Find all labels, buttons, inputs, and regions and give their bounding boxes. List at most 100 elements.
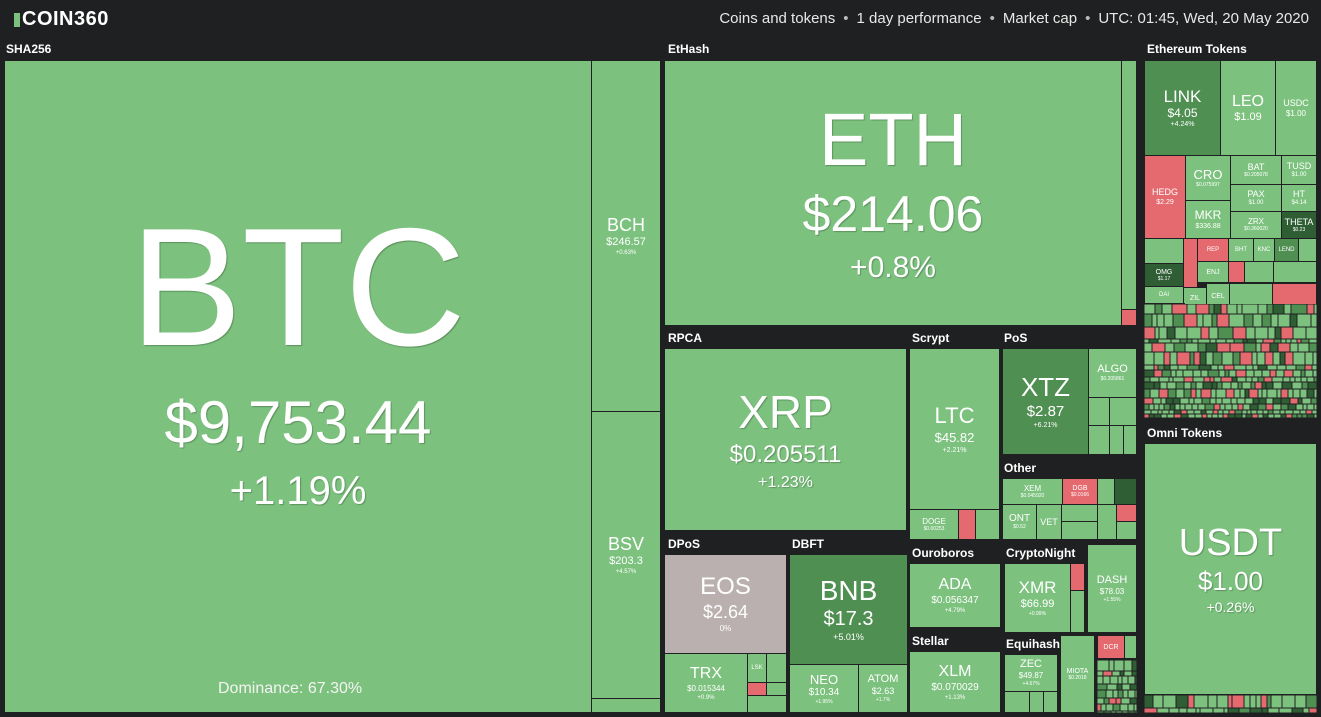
small-coin-tile[interactable] — [1242, 304, 1258, 314]
small-coin-tile[interactable] — [1181, 414, 1188, 418]
small-coin-tile[interactable] — [1307, 377, 1314, 382]
small-coin-tile[interactable] — [1298, 398, 1302, 404]
small-coin-tile[interactable] — [1217, 382, 1222, 389]
small-coin-tile[interactable] — [1121, 698, 1130, 704]
small-coin-tile[interactable] — [1192, 339, 1198, 343]
tile-hedg[interactable]: HEDG $2.29 — [1144, 155, 1186, 239]
small-coin-tile[interactable] — [1113, 704, 1120, 711]
small-coin-tile[interactable] — [1314, 389, 1317, 398]
small-coin-tile[interactable] — [1185, 404, 1192, 410]
tile-zrx[interactable]: ZRX $0.360020 — [1230, 211, 1282, 239]
small-coin-tile[interactable] — [1300, 389, 1307, 398]
small-coin-tile[interactable] — [1307, 414, 1314, 418]
small-coin-tile[interactable] — [1234, 365, 1246, 370]
tile-mkr[interactable]: MKR $336.88 — [1185, 200, 1231, 239]
small-coin-tile[interactable] — [1286, 365, 1296, 370]
small-coin-tile[interactable] — [1295, 695, 1306, 708]
small-coin-tile[interactable] — [1217, 695, 1228, 708]
small-coin-tile[interactable] — [1144, 382, 1154, 389]
tile-snx[interactable] — [1144, 238, 1184, 264]
small-coin-tile[interactable] — [1212, 382, 1217, 389]
small-coin-tile[interactable] — [1184, 377, 1193, 382]
tile-small-token[interactable] — [1273, 261, 1317, 283]
small-coin-tile[interactable] — [1226, 389, 1234, 398]
small-coin-tile[interactable] — [1198, 404, 1205, 410]
small-coin-tile[interactable] — [1277, 365, 1286, 370]
small-coin-tile[interactable] — [1205, 404, 1214, 410]
small-coin-tile[interactable] — [1191, 382, 1196, 389]
small-coin-tile[interactable] — [1188, 695, 1194, 708]
small-coin-tile[interactable] — [1279, 708, 1292, 713]
small-coin-tile[interactable] — [1159, 389, 1168, 398]
small-coin-tile[interactable] — [1187, 410, 1194, 414]
small-coin-tile[interactable] — [1257, 352, 1265, 365]
small-coin-tile[interactable] — [1240, 389, 1245, 398]
small-coin-tile[interactable] — [1290, 343, 1298, 352]
small-coin-tile[interactable] — [1281, 404, 1288, 410]
small-coin-tile[interactable] — [1272, 377, 1283, 382]
tile-small-dpos[interactable] — [766, 682, 787, 696]
small-coin-tile[interactable] — [1163, 695, 1176, 708]
small-coin-tile[interactable] — [1266, 398, 1273, 404]
small-coin-tile[interactable] — [1247, 410, 1251, 414]
small-coin-tile[interactable] — [1214, 377, 1221, 382]
small-coin-tile[interactable] — [1170, 365, 1178, 370]
small-coin-tile[interactable] — [1154, 352, 1164, 365]
tile-trx[interactable]: TRX $0.015344 +0.9% — [664, 653, 748, 713]
small-coin-tile[interactable] — [1280, 352, 1285, 365]
tile-link[interactable]: LINK $4.05 +4.24% — [1144, 60, 1221, 156]
small-coin-tile[interactable] — [1282, 382, 1292, 389]
small-coin-tile[interactable] — [1200, 352, 1206, 365]
small-coin-tile[interactable] — [1110, 676, 1118, 684]
small-coin-tile[interactable] — [1252, 352, 1257, 365]
tile-dcr[interactable]: DCR — [1097, 635, 1125, 659]
small-coin-tile[interactable] — [1203, 314, 1212, 327]
small-coin-tile[interactable] — [1191, 389, 1196, 398]
small-coin-tile[interactable] — [1106, 704, 1113, 711]
small-coin-tile[interactable] — [1210, 377, 1214, 382]
small-coin-tile[interactable] — [1144, 389, 1150, 398]
small-coin-tile[interactable] — [1262, 370, 1270, 377]
small-coin-tile[interactable] — [1258, 389, 1262, 398]
small-coin-tile[interactable] — [1201, 389, 1211, 398]
small-coin-tile[interactable] — [1160, 382, 1167, 389]
small-coin-tile[interactable] — [1233, 327, 1246, 339]
small-coin-tile[interactable] — [1261, 695, 1267, 708]
small-coin-tile[interactable] — [1097, 671, 1103, 676]
small-coin-tile[interactable] — [1167, 414, 1174, 418]
small-coin-tile[interactable] — [1236, 370, 1246, 377]
small-coin-tile[interactable] — [1208, 370, 1219, 377]
small-coin-tile[interactable] — [1120, 704, 1128, 711]
tile-usdt[interactable]: USDT $1.00 +0.26% — [1144, 443, 1317, 695]
small-coin-tile[interactable] — [1251, 382, 1255, 389]
tile-miota[interactable]: MIOTA $0.2018 — [1060, 635, 1095, 713]
small-coin-tile[interactable] — [1250, 404, 1258, 410]
small-coin-tile[interactable] — [1154, 404, 1159, 410]
small-coin-tile[interactable] — [1264, 377, 1272, 382]
small-coin-tile[interactable] — [1128, 711, 1135, 713]
tile-small-token[interactable] — [1244, 261, 1274, 283]
small-coin-tile[interactable] — [1158, 339, 1171, 343]
small-coin-tile[interactable] — [1290, 314, 1297, 327]
small-coin-tile[interactable] — [1290, 377, 1295, 382]
small-coin-tile[interactable] — [1151, 410, 1158, 414]
small-coin-tile[interactable] — [1135, 690, 1137, 698]
small-coin-tile[interactable] — [1192, 404, 1198, 410]
tile-small-pos[interactable] — [1088, 425, 1110, 455]
tile-vet[interactable]: VET — [1036, 504, 1062, 540]
small-coin-tile[interactable] — [1173, 398, 1180, 404]
small-coin-tile[interactable] — [1242, 414, 1246, 418]
small-coin-tile[interactable] — [1250, 695, 1256, 708]
small-coin-tile[interactable] — [1313, 352, 1317, 365]
tile-small-ethash[interactable] — [1121, 309, 1137, 326]
small-coin-tile[interactable] — [1284, 370, 1293, 377]
small-coin-tile[interactable] — [1171, 370, 1176, 377]
small-coin-tile[interactable] — [1155, 327, 1159, 339]
small-coin-tile[interactable] — [1184, 382, 1191, 389]
small-coin-tile[interactable] — [1281, 389, 1288, 398]
tile-small-red-token[interactable] — [1228, 261, 1245, 283]
small-coin-tile[interactable] — [1244, 695, 1250, 708]
small-coin-tile[interactable] — [1228, 708, 1239, 713]
small-coin-tile[interactable] — [1226, 339, 1234, 343]
tile-bsv[interactable]: BSV $203.3 +4.57% — [591, 411, 661, 699]
